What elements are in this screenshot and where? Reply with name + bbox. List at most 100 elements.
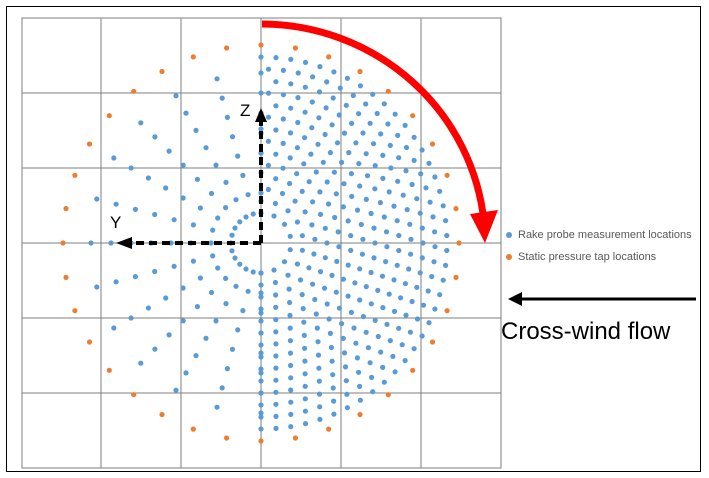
rake-probe-point [301,319,307,325]
rake-probe-point [258,54,264,60]
legend-label-probe: Rake probe measurement locations [518,229,692,241]
rake-probe-point [396,325,402,331]
rake-probe-point [190,222,196,228]
rake-probe-point [152,268,158,275]
rake-probe-point [163,185,169,191]
rake-probe-point [378,131,384,137]
rake-probe-point [427,199,433,205]
rake-probe-point [233,283,239,289]
rake-probe-point [344,75,350,81]
rake-probe-point [273,341,279,347]
static-pressure-tap [410,367,416,373]
rake-probe-point [281,221,288,227]
figure-frame [6,6,701,472]
rake-probe-point [426,160,432,166]
rake-probe-point [258,310,264,316]
rake-probe-point [414,316,421,322]
rake-probe-point [287,325,293,331]
rake-probe-point [387,142,393,148]
rake-probe-point [309,125,315,131]
rake-probe-point [295,119,301,126]
rake-probe-point [173,387,179,393]
rake-probe-point [331,398,337,404]
rake-probe-point [193,353,199,359]
axes [116,108,267,249]
rake-probe-point [233,197,239,203]
rake-probe-point [309,222,315,228]
rake-probe-point [375,333,381,340]
rake-probe-point [250,211,256,217]
rake-probe-point [280,92,286,98]
rake-probe-point [414,284,420,290]
rake-probe-point [229,134,236,140]
rake-probe-point [360,236,366,242]
rake-probe-point [364,173,371,179]
rake-probe-point [426,320,432,326]
legend-item-tap: Static pressure tap locations [506,246,692,268]
rake-probe-point [423,185,429,191]
rake-probe-point [94,196,100,202]
rake-probe-point [297,277,304,283]
rake-probe-point [330,95,336,101]
static-pressure-tap [258,42,264,48]
rake-probe-point [365,345,371,351]
rake-probe-point [381,101,387,107]
rake-probe-point [258,366,264,372]
static-pressure-tap [385,88,391,94]
rake-probe-point [193,127,199,133]
rake-probe-point [330,385,336,391]
rake-probe-point [356,369,362,375]
rake-probe-point [108,240,114,246]
rake-probe-point [337,85,343,91]
static-pressure-tap [190,426,196,432]
rake-probe-point [237,261,243,267]
rake-probe-point [224,114,230,120]
rake-probe-point [363,284,369,290]
rake-probe-point [302,396,308,402]
static-pressure-tap [190,54,196,60]
rake-probe-point [363,101,369,107]
rake-probe-point [223,301,229,307]
rake-probe-point [208,240,214,246]
static-pressure-tap [60,240,66,246]
rake-probe-point [331,69,337,75]
rake-probe-point [128,315,134,321]
rake-probe-point [310,74,316,80]
rake-probe-point [403,144,410,151]
rake-probe-point [418,171,424,177]
rake-probe-point [94,284,100,290]
static-pressure-tap [159,68,165,75]
static-pressure-tap [131,392,137,398]
rake-probe-point [288,387,294,393]
static-pressure-tap [429,339,436,345]
rake-probe-point [395,178,401,184]
rake-probe-point [327,330,333,336]
rake-probe-point [173,93,179,99]
rake-probe-point [383,229,390,235]
rake-probe-point [408,251,414,257]
rake-probe-point [394,262,400,268]
rake-probe-point [180,318,186,324]
rake-probe-point [197,275,203,281]
rake-probe-point [258,294,264,300]
z-axis-arrowhead [255,108,267,122]
rake-probe-point [302,358,308,364]
rake-probe-point [273,292,279,298]
rake-probe-point [408,236,414,242]
rake-probe-point [235,327,241,333]
rake-probe-point [419,255,425,261]
legend: Rake probe measurement locations Static … [506,224,692,268]
rake-probe-point [443,262,449,268]
rake-probe-point [420,302,427,308]
static-pressure-tap [357,411,363,418]
rake-probe-point [280,140,286,146]
rake-probe-point [432,174,438,180]
static-pressure-tap [159,411,165,418]
rake-probe-point [409,181,415,188]
rake-probe-point [229,232,235,238]
rake-probe-point [371,255,377,261]
rake-probe-point [329,122,335,128]
rake-probe-point [258,370,264,376]
static-pressure-tap [106,113,112,119]
rake-probe-point [213,318,219,324]
